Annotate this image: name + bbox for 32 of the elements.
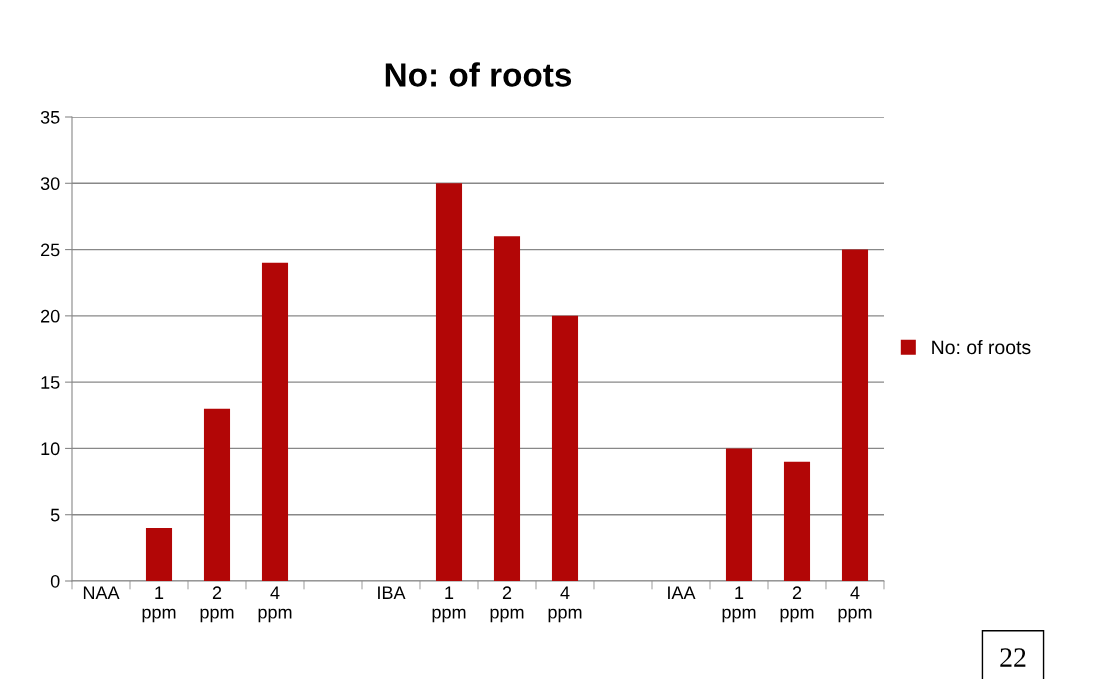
y-tick-label: 35: [40, 110, 60, 124]
x-tick-label: NAA: [83, 586, 120, 599]
bar: [841, 249, 869, 581]
bar: [203, 408, 231, 581]
bar: [435, 183, 463, 581]
bar: [493, 236, 521, 581]
y-tick-label: 10: [41, 442, 60, 456]
x-tick-label: IAA: [668, 586, 696, 599]
x-tick-label: 2 ppm: [780, 586, 814, 623]
y-tick-label: 0: [50, 574, 60, 588]
y-tick-label: 20: [41, 309, 60, 323]
bar: [551, 315, 579, 581]
legend-label: No: of roots: [932, 339, 1031, 355]
chart-title: No: of roots: [385, 62, 572, 87]
x-tick-label: 1 ppm: [142, 586, 176, 623]
x-tick-label: 2 ppm: [200, 586, 234, 623]
x-tick-label: 1 ppm: [722, 586, 756, 623]
bar: [261, 262, 289, 581]
x-tick-label: 4 ppm: [258, 586, 292, 623]
bar: [783, 461, 811, 581]
x-tick-label: 1 ppm: [432, 586, 466, 623]
bar: [145, 527, 173, 581]
y-tick-label: 30: [40, 177, 60, 191]
x-tick-label: 4 ppm: [548, 586, 582, 623]
y-tick-label: 25: [41, 243, 60, 257]
y-tick-label: 15: [41, 376, 60, 389]
x-tick-label: 2 ppm: [490, 586, 524, 623]
x-tick-label: IBA: [378, 586, 406, 599]
y-tick-label: 5: [50, 508, 60, 522]
bar: [725, 448, 753, 581]
text: 22: [1000, 648, 1026, 667]
x-tick-label: 4 ppm: [838, 586, 872, 623]
